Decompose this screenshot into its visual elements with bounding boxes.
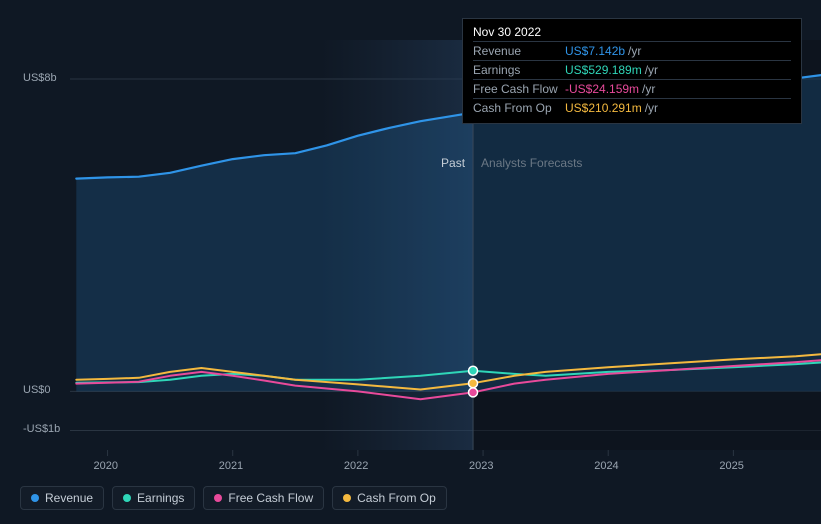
legend-label: Earnings: [137, 491, 184, 505]
tooltip-metric-value: -US$24.159m: [565, 82, 639, 96]
tooltip-unit: /yr: [645, 101, 658, 115]
x-axis-label: 2025: [719, 460, 743, 472]
legend-label: Cash From Op: [357, 491, 436, 505]
chart-legend: Revenue Earnings Free Cash Flow Cash From O…: [20, 486, 447, 510]
tooltip-metric-label: Cash From Op: [473, 101, 565, 115]
tooltip-metric-label: Earnings: [473, 63, 565, 77]
legend-label: Revenue: [45, 491, 93, 505]
tooltip-row: Free Cash Flow-US$24.159m/yr: [473, 79, 791, 98]
tooltip-date: Nov 30 2022: [473, 25, 791, 41]
x-axis-label: 2024: [594, 460, 618, 472]
tooltip-row: EarningsUS$529.189m/yr: [473, 60, 791, 79]
tooltip-metric-value: US$529.189m: [565, 63, 642, 77]
tooltip-metric-label: Revenue: [473, 44, 565, 58]
y-axis-label: US$0: [23, 384, 51, 396]
legend-dot-icon: [214, 494, 222, 502]
y-axis-label: -US$1b: [23, 423, 60, 435]
x-axis-label: 2022: [344, 460, 368, 472]
legend-dot-icon: [343, 494, 351, 502]
legend-item-fcf[interactable]: Free Cash Flow: [203, 486, 324, 510]
tooltip-metric-value: US$7.142b: [565, 44, 625, 58]
tooltip-metric-value: US$210.291m: [565, 101, 642, 115]
tooltip-row: RevenueUS$7.142b/yr: [473, 41, 791, 60]
forecast-label: Analysts Forecasts: [481, 156, 582, 170]
legend-dot-icon: [31, 494, 39, 502]
legend-item-earnings[interactable]: Earnings: [112, 486, 195, 510]
x-axis-label: 2020: [94, 460, 118, 472]
tooltip-metric-label: Free Cash Flow: [473, 82, 565, 96]
legend-item-revenue[interactable]: Revenue: [20, 486, 104, 510]
tooltip-unit: /yr: [628, 44, 641, 58]
x-axis-label: 2023: [469, 460, 493, 472]
tooltip-unit: /yr: [642, 82, 655, 96]
y-axis-label: US$8b: [23, 72, 57, 84]
x-axis-label: 2021: [219, 460, 243, 472]
past-label: Past: [441, 156, 465, 170]
tooltip-row: Cash From OpUS$210.291m/yr: [473, 98, 791, 117]
legend-dot-icon: [123, 494, 131, 502]
legend-label: Free Cash Flow: [228, 491, 313, 505]
legend-item-cfo[interactable]: Cash From Op: [332, 486, 447, 510]
chart-tooltip: Nov 30 2022 RevenueUS$7.142b/yrEarningsU…: [462, 18, 802, 124]
tooltip-unit: /yr: [645, 63, 658, 77]
